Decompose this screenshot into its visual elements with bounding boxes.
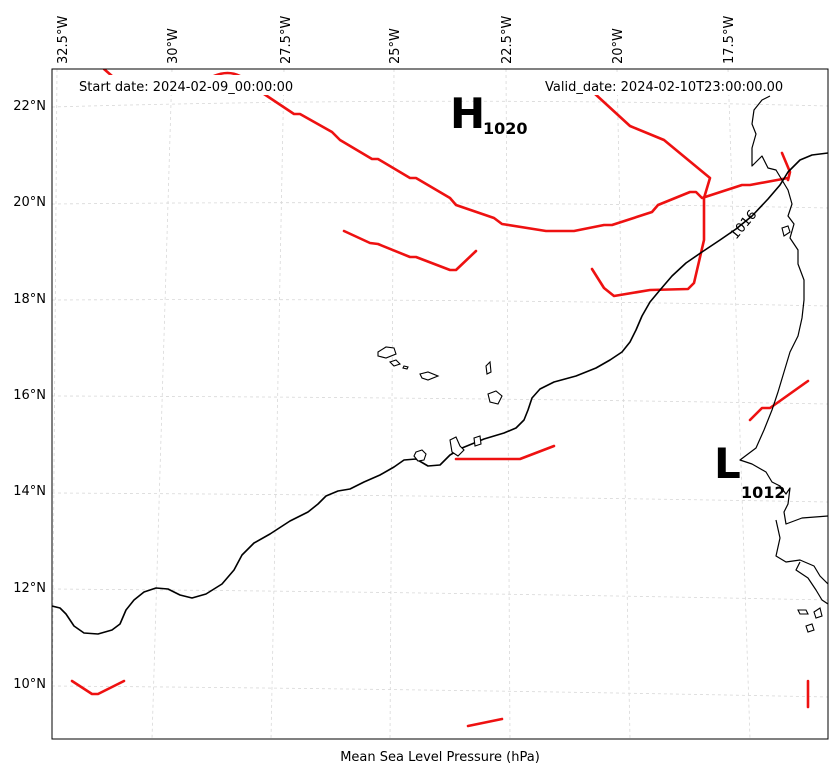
high-pressure-value: 1020 (483, 119, 528, 138)
map-caption: Mean Sea Level Pressure (hPa) (340, 750, 540, 765)
lat-tick-label: 14°N (13, 484, 46, 499)
lat-tick-labels: 22°N 20°N 18°N 16°N 14°N 12°N 10°N (13, 99, 46, 692)
coastline (739, 95, 828, 605)
isobar-1016 (52, 152, 828, 635)
lon-tick-label: 20°W (611, 28, 626, 64)
start-date-label: Start date: 2024-02-09_00:00:00 (79, 80, 293, 95)
header-left-bg (72, 75, 316, 95)
lon-tick-label: 30°W (166, 28, 181, 64)
lon-tick-label: 32.5°W (56, 16, 71, 64)
lon-tick-labels: 32.5°W 30°W 27.5°W 25°W 22.5°W 20°W 17.5… (56, 16, 737, 64)
lat-tick-label: 12°N (13, 581, 46, 596)
low-pressure-value: 1012 (741, 483, 786, 502)
high-pressure-letter: H (450, 89, 485, 138)
lon-tick-label: 25°W (388, 28, 403, 64)
lon-tick-label: 17.5°W (722, 16, 737, 64)
lat-tick-label: 22°N (13, 99, 46, 114)
valid-date-label: Valid_date: 2024-02-10T23:00:00.00 (545, 80, 783, 95)
map-frame (51, 68, 829, 740)
lat-tick-label: 18°N (13, 292, 46, 307)
lon-tick-label: 27.5°W (279, 16, 294, 64)
map-content: H 1020 L 1012 1016 (52, 69, 828, 739)
cape-verde-islands (377, 225, 823, 633)
lat-tick-label: 10°N (13, 677, 46, 692)
lat-tick-label: 20°N (13, 195, 46, 210)
red-isobars (70, 69, 810, 728)
lon-tick-label: 22.5°W (500, 16, 515, 64)
lat-tick-label: 16°N (13, 388, 46, 403)
graticule (52, 69, 828, 739)
low-pressure-letter: L (714, 439, 741, 488)
header-right-bg (540, 75, 806, 95)
